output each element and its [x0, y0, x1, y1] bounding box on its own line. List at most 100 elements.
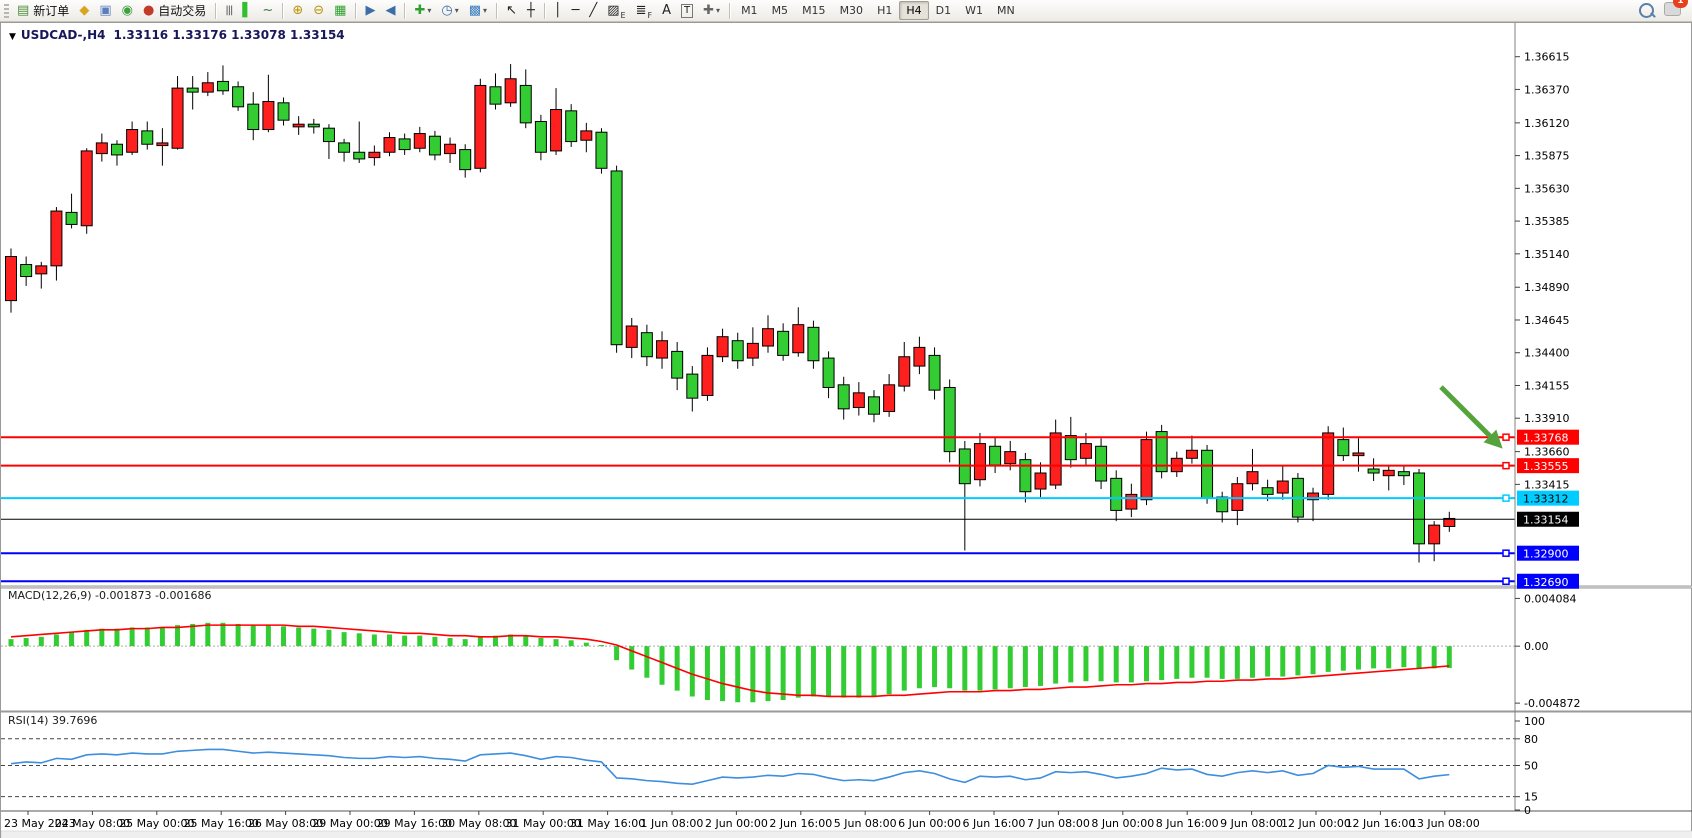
svg-text:1.33154: 1.33154 — [1523, 514, 1569, 527]
svg-text:1.33415: 1.33415 — [1524, 478, 1570, 491]
cursor-button[interactable]: ↖ — [501, 0, 522, 22]
chevron-down-icon[interactable]: ▾ — [716, 6, 721, 15]
svg-text:12 Jun 16:00: 12 Jun 16:00 — [1345, 817, 1415, 830]
periods-button[interactable]: ◷ ▾ — [436, 0, 463, 22]
candlestick-chart-button[interactable]: ▌ — [237, 0, 257, 22]
text-button[interactable]: A — [657, 0, 676, 22]
svg-text:1.34645: 1.34645 — [1524, 314, 1570, 327]
horizontal-line-button[interactable]: ─ — [567, 0, 585, 22]
price-axis[interactable]: 1.36615 1.36370 1.36120 1.35875 1.35630 1.353… — [1515, 51, 1580, 817]
indicators-button[interactable]: ✚ ▾ — [409, 0, 436, 22]
timeframe-button-m5[interactable]: M5 — [771, 4, 789, 17]
svg-text:31 May 16:00: 31 May 16:00 — [570, 817, 645, 830]
tile-windows-button[interactable]: ▦ — [329, 0, 351, 22]
macd-indicator-label: MACD(12,26,9) -0.001873 -0.001686 — [8, 589, 212, 602]
timeframe-button-w1[interactable]: W1 — [965, 4, 983, 17]
rsi-pane — [1, 738, 1515, 798]
svg-text:30 May 08:00: 30 May 08:00 — [441, 817, 516, 830]
new-order-icon: ▤ — [17, 2, 30, 18]
line-chart-button[interactable]: ~ — [257, 0, 278, 22]
auto-scroll-button[interactable]: ▶ — [360, 0, 380, 22]
equidistant-channel-button[interactable]: ▨ E — [602, 0, 630, 22]
fibonacci-button[interactable]: ≣ F — [631, 0, 658, 22]
indicators-icon: ✚ — [414, 2, 426, 18]
svg-text:0.004084: 0.004084 — [1524, 592, 1577, 605]
chart-window: ▼ USDCAD-,H4 1.33116 1.33176 1.33078 1.331… — [0, 22, 1692, 838]
svg-text:7 Jun 08:00: 7 Jun 08:00 — [1027, 817, 1090, 830]
svg-text:1.32690: 1.32690 — [1523, 576, 1569, 589]
chart-title: ▼ USDCAD-,H4 1.33116 1.33176 1.33078 1.331… — [9, 28, 345, 42]
rsi-indicator-label: RSI(14) 39.7696 — [8, 714, 98, 727]
chart-ohlc-quotes: 1.33116 1.33176 1.33078 1.33154 — [113, 28, 345, 42]
fibonacci-icon: ≣ — [635, 2, 647, 18]
timeframe-button-m1[interactable]: M1 — [741, 4, 758, 17]
chart-shift-button[interactable]: ◀ — [380, 0, 400, 22]
chart-canvas[interactable]: 1.36615 1.36370 1.36120 1.35875 1.35630 1.353… — [0, 23, 1692, 838]
text-label-icon: T — [681, 3, 694, 18]
chart-shift-icon: ◀ — [385, 2, 396, 18]
svg-text:24 May 08:00: 24 May 08:00 — [55, 817, 130, 830]
svg-text:1.35140: 1.35140 — [1524, 248, 1570, 261]
search-icon[interactable] — [1639, 3, 1654, 18]
text-label-button[interactable]: T — [676, 0, 698, 22]
vertical-line-button[interactable]: │ — [549, 0, 567, 22]
svg-text:-0.004872: -0.004872 — [1524, 697, 1580, 710]
svg-text:1.35385: 1.35385 — [1524, 215, 1570, 228]
templates-button[interactable]: ▩ ▾ — [464, 0, 492, 22]
svg-text:1.33768: 1.33768 — [1523, 432, 1569, 445]
svg-text:1.33660: 1.33660 — [1524, 446, 1570, 459]
chart-svg: 1.36615 1.36370 1.36120 1.35875 1.35630 1.353… — [0, 23, 1692, 838]
svg-text:13 Jun 08:00: 13 Jun 08:00 — [1410, 817, 1480, 830]
timeframe-button-h1[interactable]: H1 — [877, 4, 893, 17]
new-order-button-label: 新订单 — [33, 4, 70, 18]
tile-windows-icon: ▦ — [334, 2, 347, 18]
toolbar-separator — [282, 2, 284, 19]
chevron-down-icon[interactable]: ▾ — [483, 6, 488, 15]
timeframe-button-m30[interactable]: M30 — [839, 4, 864, 17]
toolbar-separator — [355, 2, 357, 19]
svg-text:1.36370: 1.36370 — [1524, 83, 1570, 96]
timeframe-button-h4[interactable]: H4 — [899, 1, 929, 20]
svg-text:15: 15 — [1524, 791, 1538, 804]
svg-text:80: 80 — [1524, 733, 1538, 746]
market-watch-button[interactable]: ◆ — [74, 0, 94, 22]
notification-badge: 1 — [1673, 0, 1688, 8]
toolbar-grip[interactable] — [4, 3, 9, 18]
crosshair-button[interactable]: ┼ — [522, 0, 540, 22]
svg-text:8 Jun 16:00: 8 Jun 16:00 — [1156, 817, 1219, 830]
arrows-button[interactable]: ✚ ▾ — [698, 0, 725, 22]
svg-text:1.33910: 1.33910 — [1524, 412, 1570, 425]
news-button[interactable]: ◉ — [117, 0, 138, 22]
zoom-out-button[interactable]: ⊖ — [308, 0, 329, 22]
zoom-in-button[interactable]: ⊕ — [287, 0, 308, 22]
chart-menu-triangle-icon[interactable]: ▼ — [9, 32, 16, 42]
svg-text:2 Jun 00:00: 2 Jun 00:00 — [705, 817, 768, 830]
navigator-button[interactable]: ▣ — [94, 0, 116, 22]
bar-chart-button[interactable]: ||| — [220, 0, 237, 22]
navigator-icon: ▣ — [99, 2, 112, 18]
timeframe-button-mn[interactable]: MN — [996, 4, 1015, 17]
toolbar-separator — [404, 2, 406, 19]
autotrading-button[interactable]: ● 自动交易 — [138, 0, 211, 22]
svg-text:25 May 16:00: 25 May 16:00 — [183, 817, 258, 830]
templates-icon: ▩ — [468, 2, 482, 18]
arrow-annotation[interactable] — [1439, 385, 1503, 449]
horizontal-lines-layer[interactable] — [1, 433, 1515, 586]
svg-text:1.34400: 1.34400 — [1524, 347, 1570, 360]
equidistant-channel-icon: ▨ — [607, 2, 620, 18]
svg-text:1 Jun 08:00: 1 Jun 08:00 — [641, 817, 704, 830]
trendline-button[interactable]: ╱ — [584, 0, 602, 22]
chevron-down-icon[interactable]: ▾ — [454, 6, 459, 15]
chevron-down-icon[interactable]: ▾ — [427, 6, 432, 15]
line-chart-icon: ~ — [262, 2, 274, 18]
new-order-button[interactable]: ▤ 新订单 — [12, 0, 74, 22]
timeframe-button-m15[interactable]: M15 — [802, 4, 826, 17]
autotrading-button-label: 自动交易 — [158, 4, 207, 18]
svg-text:1.35630: 1.35630 — [1524, 182, 1570, 195]
periods-icon: ◷ — [441, 2, 453, 18]
svg-text:26 May 08:00: 26 May 08:00 — [248, 817, 323, 830]
bar-chart-icon: ||| — [225, 4, 233, 16]
timeframe-button-d1[interactable]: D1 — [935, 4, 952, 17]
